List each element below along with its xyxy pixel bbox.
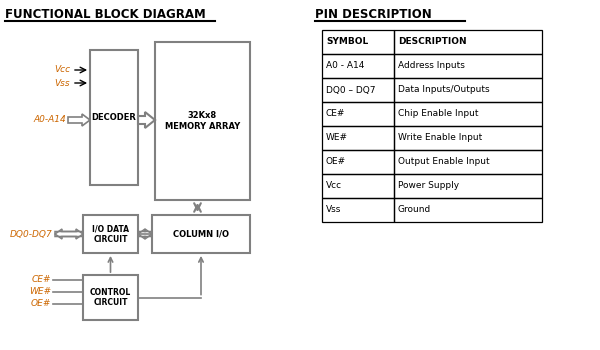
Text: Address Inputs: Address Inputs	[398, 62, 465, 70]
Bar	[322, 54, 394, 78]
Text: Data Inputs/Outputs: Data Inputs/Outputs	[398, 85, 490, 94]
Text: OE#: OE#	[326, 158, 346, 167]
Bar	[394, 174, 542, 198]
Bar	[322, 78, 394, 102]
Bar	[322, 174, 394, 198]
Bar	[152, 215, 250, 253]
Bar	[394, 150, 542, 174]
Bar	[83, 215, 138, 253]
Text: CONTROL
CIRCUIT: CONTROL CIRCUIT	[90, 288, 131, 307]
Bar	[394, 102, 542, 126]
Text: DQ0 – DQ7: DQ0 – DQ7	[326, 85, 376, 94]
Text: A0-A14: A0-A14	[33, 116, 66, 125]
Text: WE#: WE#	[29, 287, 51, 296]
Bar	[394, 54, 542, 78]
Bar	[394, 198, 542, 222]
Text: CE#: CE#	[326, 110, 346, 119]
Text: DESCRIPTION: DESCRIPTION	[398, 37, 467, 47]
Text: Vss: Vss	[326, 205, 341, 215]
Bar	[322, 150, 394, 174]
Bar	[155, 42, 250, 200]
Text: Vss: Vss	[55, 78, 70, 88]
Bar	[83, 275, 138, 320]
Text: Vcc: Vcc	[54, 65, 70, 75]
Text: CE#: CE#	[32, 275, 51, 285]
Text: PIN DESCRIPTION: PIN DESCRIPTION	[315, 8, 432, 21]
Text: Chip Enable Input: Chip Enable Input	[398, 110, 479, 119]
Text: COLUMN I/O: COLUMN I/O	[173, 230, 229, 238]
Bar	[394, 78, 542, 102]
Bar	[322, 30, 394, 54]
Text: Ground: Ground	[398, 205, 431, 215]
Text: I/O DATA
CIRCUIT: I/O DATA CIRCUIT	[92, 224, 129, 244]
Bar	[90, 50, 138, 185]
Bar	[322, 126, 394, 150]
Text: A0 - A14: A0 - A14	[326, 62, 364, 70]
Bar	[394, 30, 542, 54]
Text: OE#: OE#	[31, 300, 51, 308]
Text: SYMBOL: SYMBOL	[326, 37, 368, 47]
Text: Write Enable Input: Write Enable Input	[398, 133, 482, 142]
Text: FUNCTIONAL BLOCK DIAGRAM: FUNCTIONAL BLOCK DIAGRAM	[5, 8, 206, 21]
Bar	[394, 126, 542, 150]
Text: 32Kx8
MEMORY ARRAY: 32Kx8 MEMORY ARRAY	[165, 111, 240, 131]
Text: DQ0-DQ7: DQ0-DQ7	[9, 230, 52, 238]
Bar	[322, 198, 394, 222]
Text: Vcc: Vcc	[326, 182, 342, 190]
Text: Output Enable Input: Output Enable Input	[398, 158, 490, 167]
Text: Power Supply: Power Supply	[398, 182, 459, 190]
Text: WE#: WE#	[326, 133, 348, 142]
Bar	[322, 102, 394, 126]
Text: DECODER: DECODER	[92, 113, 136, 122]
